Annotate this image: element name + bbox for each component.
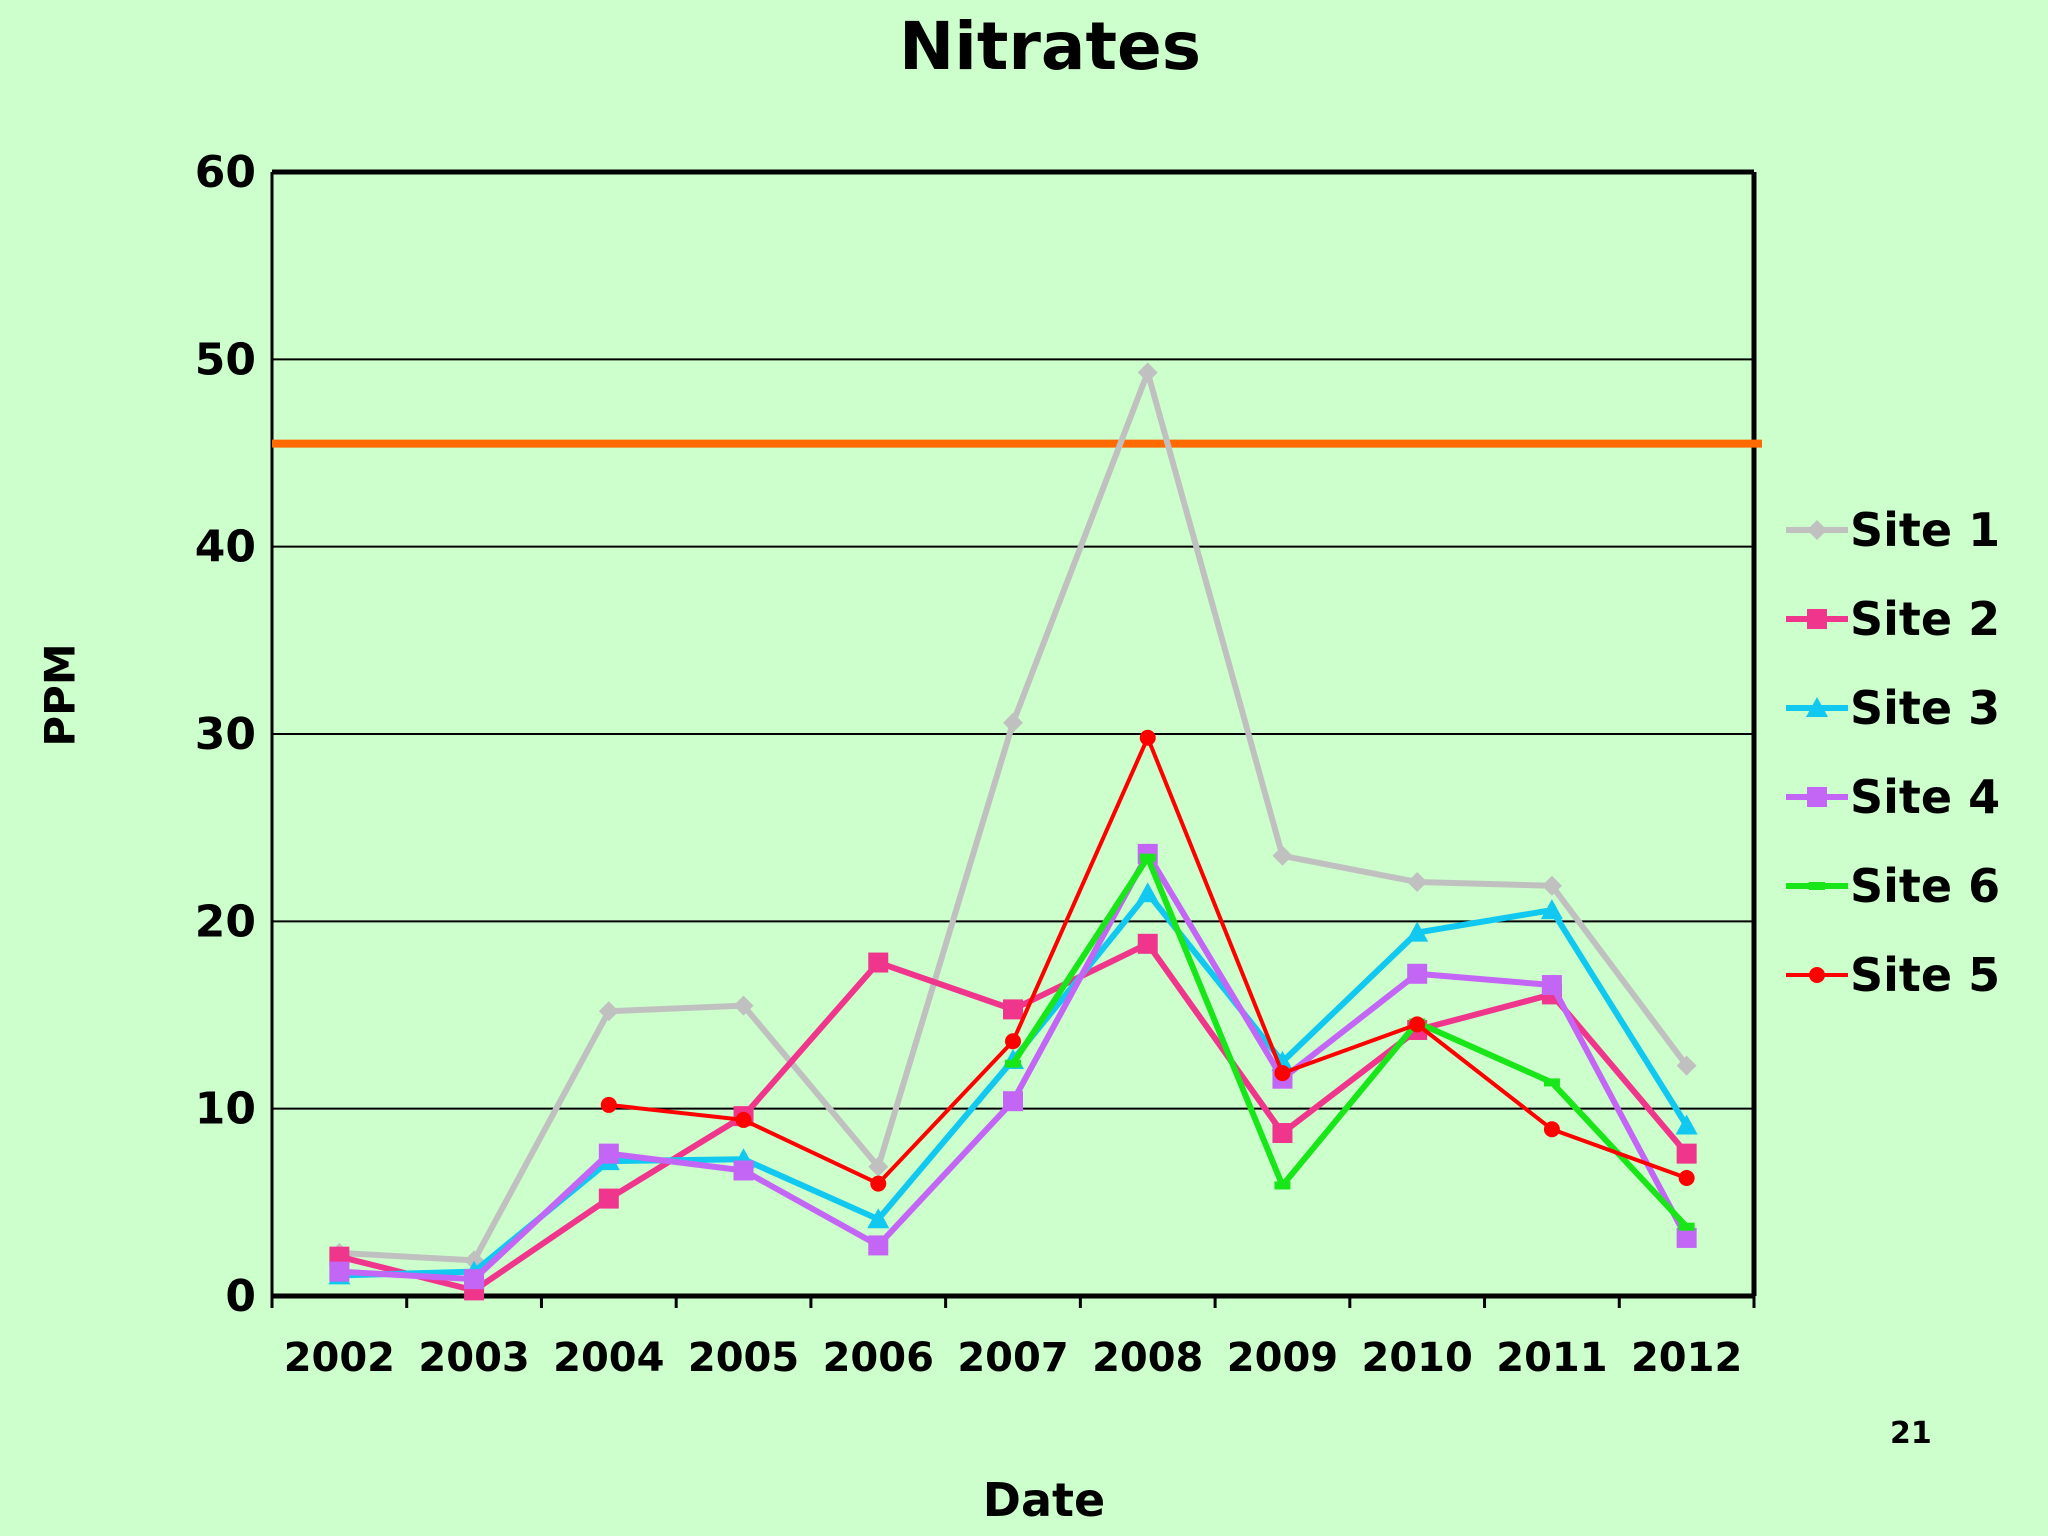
data-point-site-5-2012 — [1678, 1169, 1695, 1186]
legend-marker — [1809, 967, 1825, 983]
data-point-site-3-2011 — [1540, 899, 1563, 920]
data-point-site-2-2007 — [1003, 999, 1023, 1020]
data-point-site-2-2009 — [1272, 1123, 1293, 1144]
series-site-1 — [329, 362, 1697, 1271]
data-point-site-5-2004 — [600, 1096, 617, 1113]
y-tick-label-30: 30 — [195, 709, 256, 760]
gridlines — [272, 358, 1754, 1110]
legend-label: Site 3 — [1850, 681, 2000, 735]
data-point-site-1-2009 — [1272, 845, 1293, 866]
data-point-site-4-2002 — [329, 1261, 350, 1282]
data-point-site-4-2003 — [464, 1269, 485, 1290]
y-tick-label-10: 10 — [195, 1084, 256, 1135]
data-point-site-3-2010 — [1406, 921, 1429, 942]
data-point-site-4-2007 — [1003, 1091, 1023, 1112]
x-tick-label-2006: 2006 — [823, 1335, 934, 1381]
x-tick-label-2010: 2010 — [1362, 1335, 1473, 1381]
x-tick-label-2005: 2005 — [688, 1335, 799, 1381]
legend-marker — [1807, 520, 1827, 540]
legend-label: Site 4 — [1850, 770, 2000, 824]
data-point-site-2-2006 — [868, 952, 889, 973]
series-line-site-2 — [338, 940, 1689, 1294]
data-point-site-6-2007 — [1005, 1059, 1021, 1068]
legend-marker — [1809, 882, 1825, 890]
x-tick-label-2003: 2003 — [418, 1335, 529, 1381]
legend-label: Site 5 — [1850, 948, 2000, 1002]
data-point-site-2-2012 — [1676, 1143, 1697, 1164]
legend-item-site-5: Site 5 — [1786, 948, 2000, 1002]
data-point-site-4-2012 — [1676, 1227, 1697, 1248]
x-tick-label-2008: 2008 — [1092, 1335, 1203, 1381]
series-line-site-6 — [1010, 854, 1689, 1229]
legend-label: Site 6 — [1850, 859, 2000, 913]
data-point-site-5-2010 — [1409, 1016, 1426, 1033]
legend-marker — [1806, 697, 1828, 717]
slide-number: 21 — [1890, 1416, 1932, 1451]
data-point-site-5-2009 — [1274, 1065, 1291, 1082]
x-tick-label-2007: 2007 — [957, 1335, 1068, 1381]
series-line-site-5 — [608, 735, 1688, 1186]
data-point-site-4-2006 — [868, 1235, 889, 1256]
data-point-site-1-2011 — [1541, 875, 1562, 896]
data-point-site-2-2008 — [1137, 933, 1158, 954]
series-site-5 — [600, 729, 1695, 1192]
series-line-site-1 — [339, 369, 1690, 1264]
data-point-site-5-2006 — [870, 1175, 887, 1192]
data-point-site-4-2004 — [598, 1143, 619, 1164]
legend-item-site-6: Site 6 — [1786, 859, 2000, 913]
data-point-site-5-2005 — [735, 1111, 752, 1128]
data-point-site-1-2010 — [1407, 871, 1428, 892]
y-tick-label-50: 50 — [195, 334, 256, 385]
legend: Site 1 Site 2 Site 3 Site 4 Site 6 Site 5 — [1786, 503, 2000, 1002]
data-point-site-1-2005 — [733, 995, 754, 1016]
x-tick-label-2009: 2009 — [1227, 1335, 1338, 1381]
x-axis-label: Date — [982, 1473, 1106, 1527]
y-tick-label-40: 40 — [195, 522, 256, 573]
legend-marker — [1807, 609, 1827, 629]
data-point-site-5-2008 — [1139, 729, 1156, 746]
data-point-site-5-2007 — [1005, 1033, 1021, 1050]
legend-item-site-3: Site 3 — [1786, 681, 2000, 735]
data-point-site-4-2011 — [1541, 975, 1562, 996]
x-tick-label-2002: 2002 — [284, 1335, 395, 1381]
series-site-2 — [329, 933, 1697, 1301]
data-point-site-4-2010 — [1407, 963, 1428, 984]
x-tick-label-2004: 2004 — [553, 1335, 664, 1381]
y-tick-label-20: 20 — [195, 896, 256, 947]
data-point-site-1-2012 — [1676, 1055, 1697, 1076]
data-point-site-6-2008 — [1139, 853, 1156, 862]
data-point-site-6-2009 — [1274, 1181, 1291, 1190]
series-site-4 — [329, 843, 1697, 1290]
legend-label: Site 1 — [1850, 503, 2000, 557]
data-point-site-3-2008 — [1136, 882, 1159, 903]
legend-marker — [1807, 787, 1827, 807]
data-point-site-5-2011 — [1543, 1121, 1560, 1138]
y-tick-label-0: 0 — [225, 1271, 256, 1322]
data-point-site-3-2012 — [1675, 1114, 1698, 1135]
series-lines — [328, 362, 1698, 1301]
chart-title: Nitrates — [898, 8, 1202, 85]
legend-item-site-2: Site 2 — [1786, 592, 2000, 646]
y-tick-label-60: 60 — [195, 147, 256, 198]
data-point-site-3-2006 — [867, 1208, 890, 1229]
x-tick-label-2012: 2012 — [1631, 1335, 1742, 1381]
data-point-site-1-2004 — [598, 1001, 619, 1022]
data-point-site-6-2011 — [1543, 1078, 1560, 1087]
axes: 0 10 20 30 40 50 60 2002 2003 2004 2005 2006 2007 200… — [195, 147, 1757, 1381]
x-tick-label-2011: 2011 — [1496, 1335, 1607, 1381]
legend-label: Site 2 — [1850, 592, 2000, 646]
legend-item-site-1: Site 1 — [1786, 503, 2000, 557]
data-point-site-2-2004 — [598, 1188, 619, 1209]
data-point-site-1-2006 — [868, 1156, 889, 1177]
data-point-site-6-2012 — [1678, 1222, 1695, 1231]
data-point-site-1-2007 — [1003, 712, 1023, 733]
data-point-site-1-2008 — [1137, 362, 1158, 383]
data-point-site-4-2005 — [733, 1160, 754, 1181]
legend-item-site-4: Site 4 — [1786, 770, 2000, 824]
